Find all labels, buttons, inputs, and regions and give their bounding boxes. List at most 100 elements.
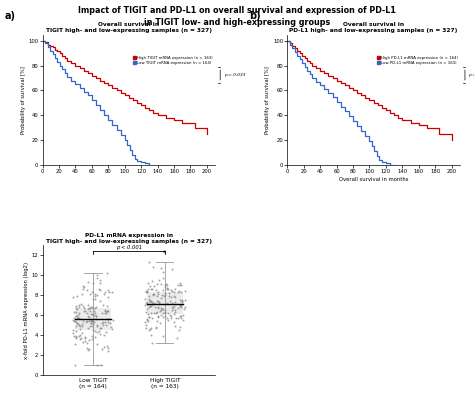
Point <box>85 345 93 352</box>
Point <box>75 302 83 308</box>
Point <box>167 286 174 293</box>
Point <box>157 295 165 302</box>
Point <box>79 317 86 324</box>
Point <box>71 362 79 368</box>
Point <box>145 318 152 325</box>
Point <box>106 319 114 326</box>
Point <box>169 287 176 294</box>
Text: c): c) <box>0 222 1 232</box>
Point <box>80 305 88 312</box>
Point <box>178 299 186 305</box>
Point <box>154 281 161 288</box>
Point <box>103 303 111 310</box>
Point <box>96 280 104 286</box>
Point <box>87 304 94 310</box>
Point <box>79 339 86 345</box>
Point <box>155 291 162 298</box>
Point <box>167 294 175 300</box>
Point <box>145 303 153 310</box>
Point <box>109 317 116 324</box>
Point <box>154 289 162 296</box>
Point <box>83 310 91 317</box>
Point <box>95 285 103 292</box>
Point <box>78 321 85 328</box>
Point <box>104 316 112 323</box>
Point <box>175 326 182 333</box>
Bar <box>147 293 182 315</box>
Legend: High TIGIT mRNA expression (n = 163), Low TIGIT mRNA expression (n = 164): High TIGIT mRNA expression (n = 163), Lo… <box>133 56 213 65</box>
Point <box>172 309 179 315</box>
Point <box>146 297 154 304</box>
Point <box>162 307 169 313</box>
Point <box>166 312 174 318</box>
Point <box>74 312 82 318</box>
Point <box>87 319 95 326</box>
Point <box>161 292 168 299</box>
Point <box>146 314 153 320</box>
Y-axis label: Probability of survival [%]: Probability of survival [%] <box>20 66 26 134</box>
Point <box>93 362 101 368</box>
Point <box>156 320 164 326</box>
Point <box>103 343 110 349</box>
Point <box>147 332 155 338</box>
Point <box>86 291 94 298</box>
Point <box>90 279 97 286</box>
Point <box>162 310 169 316</box>
Point <box>71 309 78 315</box>
Point <box>147 285 155 292</box>
Point <box>146 302 154 309</box>
Point <box>95 328 102 335</box>
Point <box>78 291 86 297</box>
Point <box>78 323 86 329</box>
Point <box>90 296 97 302</box>
Point <box>169 304 177 311</box>
Point <box>147 302 155 309</box>
Point <box>72 309 80 315</box>
Point <box>87 311 95 317</box>
Point <box>76 336 83 342</box>
Point <box>99 319 107 325</box>
Point <box>154 313 162 319</box>
Point <box>96 325 104 332</box>
Point <box>171 289 178 296</box>
Text: in TIGIT low- and high-expressing groups: in TIGIT low- and high-expressing groups <box>144 18 330 27</box>
Point <box>85 302 92 308</box>
Point <box>176 282 183 288</box>
Point <box>101 319 109 326</box>
Point <box>88 333 96 339</box>
Point <box>149 292 156 298</box>
Point <box>164 315 171 322</box>
Point <box>75 333 82 339</box>
Point <box>104 345 112 351</box>
Point <box>92 316 100 322</box>
Point <box>71 341 79 348</box>
Point <box>79 330 86 336</box>
Point <box>153 309 161 315</box>
Point <box>96 330 104 337</box>
Point <box>174 282 182 288</box>
Legend: High PD-L1 mRNA expression (n = 164), Low PD-L1 mRNA expression (n = 163): High PD-L1 mRNA expression (n = 164), Lo… <box>376 56 458 65</box>
Point <box>71 318 78 325</box>
Point <box>152 324 159 331</box>
Point <box>146 259 153 265</box>
Point <box>83 340 91 347</box>
Y-axis label: Probability of survival [%]: Probability of survival [%] <box>265 66 270 134</box>
Point <box>181 288 189 295</box>
Point <box>93 323 100 329</box>
Point <box>150 264 157 270</box>
Point <box>171 303 178 309</box>
Point <box>71 317 79 324</box>
Point <box>102 289 109 295</box>
Point <box>143 299 151 305</box>
Point <box>75 322 82 328</box>
Point <box>89 323 96 329</box>
Point <box>104 316 112 323</box>
Point <box>174 288 182 295</box>
Point <box>152 310 160 317</box>
Point <box>159 313 166 320</box>
Point <box>104 287 112 293</box>
Point <box>155 299 163 306</box>
Point <box>152 324 160 330</box>
Point <box>177 315 185 322</box>
Point <box>160 305 167 312</box>
